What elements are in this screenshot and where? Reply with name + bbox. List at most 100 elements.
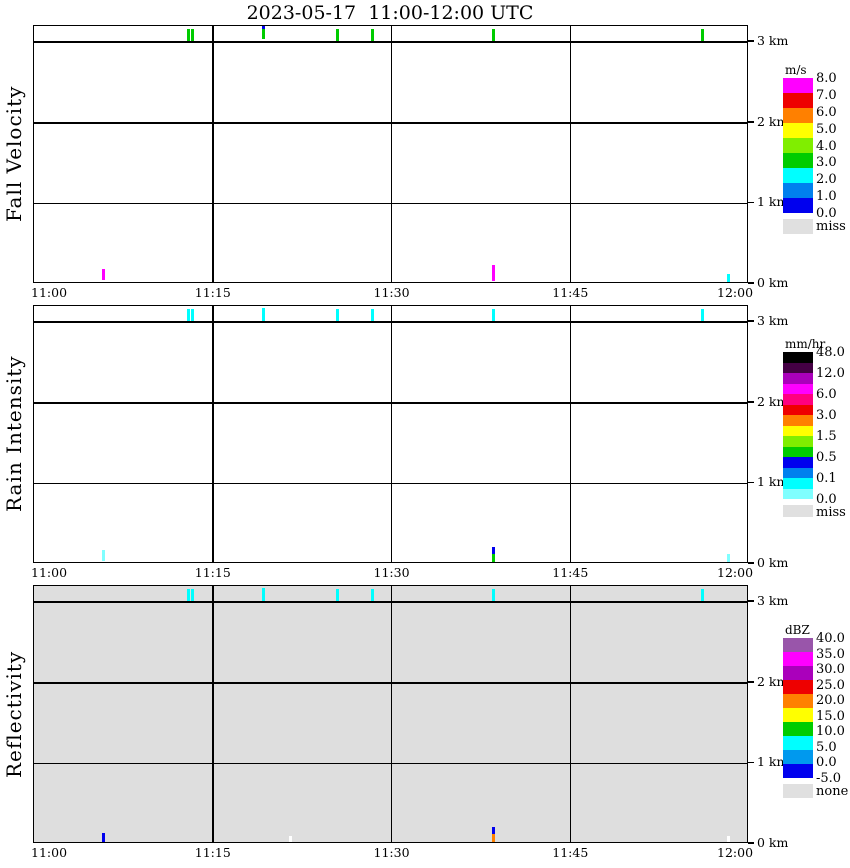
colorbar-tick-1-6: 0.1 xyxy=(816,471,837,486)
ytick-mark-2 xyxy=(748,401,754,403)
colorbar-band xyxy=(783,425,813,436)
data-mark xyxy=(262,29,266,39)
colorbar-tick-2-6: 10.0 xyxy=(816,724,845,740)
ytick-mark-1 xyxy=(748,481,754,484)
colorbar-band xyxy=(783,750,813,764)
colorbar-missing-label-2: none xyxy=(816,784,849,799)
gridline-v-15min xyxy=(212,26,214,282)
xtick-label-1: 11:15 xyxy=(194,565,231,580)
data-mark xyxy=(190,29,194,41)
colorbar-units-0: m/s xyxy=(785,63,807,77)
gridline-h-3km xyxy=(34,601,747,603)
colorbar-band xyxy=(783,123,813,138)
colorbar-band xyxy=(783,394,813,405)
colorbar-tick-1-3: 3.0 xyxy=(816,408,837,423)
xtick-label-0: 11:00 xyxy=(31,565,68,580)
colorbar-tick-2-0: 40.0 xyxy=(816,631,845,646)
data-mark xyxy=(701,309,705,321)
ytick-label-1: 1 km xyxy=(757,474,789,490)
colorbar-tick-1-2: 6.0 xyxy=(816,387,837,402)
data-mark xyxy=(727,554,731,562)
data-mark xyxy=(187,309,191,321)
ytick-mark-1 xyxy=(748,201,754,204)
xtick-label-4: 12:00 xyxy=(717,845,754,860)
data-mark xyxy=(262,587,266,601)
ytick-mark-2 xyxy=(748,121,754,123)
plot-area-0[interactable] xyxy=(33,25,748,283)
ytick-label-0: 0 km xyxy=(757,275,789,290)
gridline-v-15min xyxy=(212,586,214,842)
colorbar-tick-2-8: 0.0 xyxy=(816,755,837,771)
colorbar-tick-2-7: 5.0 xyxy=(816,739,837,755)
ytick-label-2: 2 km xyxy=(757,113,789,129)
data-mark xyxy=(370,309,374,321)
colorbar-tick-0-1: 7.0 xyxy=(816,87,837,103)
colorbar-missing-swatch-0 xyxy=(783,219,813,234)
xtick-label-2: 11:30 xyxy=(373,285,410,300)
gridline-h-2km xyxy=(34,122,747,124)
panel-axis-label-1: Rain Intensity xyxy=(2,355,26,513)
plot-area-2[interactable] xyxy=(33,585,748,843)
colorbar-tick-1-7: 0.0 xyxy=(816,492,837,507)
data-mark xyxy=(262,307,266,321)
ytick-mark-3 xyxy=(748,40,754,42)
xtick-label-0: 11:00 xyxy=(31,285,68,300)
colorbar-tick-0-5: 3.0 xyxy=(816,155,837,171)
colorbar-band xyxy=(783,457,813,468)
colorbar-tick-1-4: 1.5 xyxy=(816,429,837,444)
colorbar-band xyxy=(783,138,813,153)
colorbar-band xyxy=(783,694,813,708)
ytick-mark-3 xyxy=(748,600,754,602)
data-mark xyxy=(492,554,496,562)
data-mark xyxy=(727,274,731,282)
colorbar-band xyxy=(783,415,813,426)
colorbar-tick-2-9: -5.0 xyxy=(816,771,842,786)
ytick-mark-1 xyxy=(748,761,754,764)
xtick-label-3: 11:45 xyxy=(552,285,589,300)
data-mark xyxy=(492,29,496,41)
colorbar-band xyxy=(783,638,813,652)
colorbar-tick-2-5: 15.0 xyxy=(816,708,845,724)
gridline-h-1km xyxy=(34,482,747,485)
gridline-v-45min xyxy=(569,586,571,842)
gridline-v-30min xyxy=(390,26,393,282)
colorbar-missing-label-1: miss xyxy=(816,505,846,520)
colorbar-band xyxy=(783,153,813,168)
data-mark xyxy=(727,835,731,842)
ytick-mark-0 xyxy=(748,842,754,844)
data-mark xyxy=(190,589,194,601)
data-mark xyxy=(336,589,340,601)
xtick-label-4: 12:00 xyxy=(717,565,754,580)
colorbar-swatches-2 xyxy=(783,638,813,778)
colorbar-band xyxy=(783,680,813,694)
gridline-v-45min xyxy=(569,26,571,282)
xtick-label-1: 11:15 xyxy=(194,285,231,300)
colorbar-band xyxy=(783,446,813,457)
colorbar-tick-2-1: 35.0 xyxy=(816,646,845,662)
data-mark xyxy=(492,834,496,842)
colorbar-band xyxy=(783,764,813,778)
colorbar-missing-swatch-2 xyxy=(783,784,813,798)
panel-axis-label-0: Fall Velocity xyxy=(2,85,26,223)
ytick-mark-3 xyxy=(748,320,754,322)
ytick-label-3: 3 km xyxy=(757,313,789,329)
data-mark xyxy=(262,26,266,30)
xtick-label-3: 11:45 xyxy=(552,565,589,580)
xtick-label-2: 11:30 xyxy=(373,565,410,580)
gridline-v-15min xyxy=(212,306,214,562)
colorbar-tick-0-3: 5.0 xyxy=(816,121,837,137)
colorbar-tick-2-4: 20.0 xyxy=(816,693,845,709)
data-mark xyxy=(101,832,105,842)
data-mark xyxy=(370,589,374,601)
plot-area-1[interactable] xyxy=(33,305,748,563)
gridline-v-30min xyxy=(390,306,393,562)
xtick-label-1: 11:15 xyxy=(194,845,231,860)
data-mark xyxy=(492,589,496,601)
ytick-label-0: 0 km xyxy=(757,555,789,570)
gridline-h-3km xyxy=(34,321,747,323)
colorbar-tick-0-7: 1.0 xyxy=(816,189,837,205)
data-mark xyxy=(336,29,340,41)
data-mark xyxy=(492,309,496,321)
data-mark xyxy=(101,269,105,280)
